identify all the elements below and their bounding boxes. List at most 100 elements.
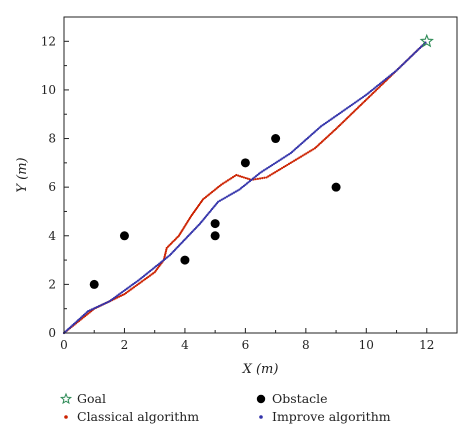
improve-path-point bbox=[141, 275, 144, 279]
classical-path-point bbox=[176, 236, 179, 239]
improve-path-point bbox=[229, 193, 232, 196]
improve-path-point bbox=[192, 229, 195, 232]
classical-path-point bbox=[256, 177, 260, 180]
improve-path-point bbox=[101, 303, 104, 306]
improve-path-point bbox=[111, 298, 114, 301]
classical-path-point bbox=[261, 177, 264, 180]
improve-path-point bbox=[314, 130, 317, 133]
classical-path-point bbox=[325, 136, 328, 139]
obstacle-marker bbox=[210, 219, 220, 229]
improve-path-point bbox=[185, 236, 188, 239]
classical-path-point bbox=[167, 245, 170, 248]
improve-path-point bbox=[402, 62, 405, 65]
classical-path-point bbox=[293, 159, 296, 162]
obstacle-marker bbox=[240, 158, 250, 168]
improve-path-point bbox=[179, 243, 182, 246]
improve-path-point bbox=[181, 240, 185, 243]
improve-path-point bbox=[146, 272, 149, 275]
improve-path-point bbox=[97, 305, 100, 308]
classical-path-point bbox=[164, 250, 168, 253]
classical-path-point bbox=[378, 85, 382, 88]
improve-path-point bbox=[347, 106, 350, 109]
classical-path-point bbox=[206, 194, 209, 197]
classical-path-point bbox=[137, 282, 140, 285]
legend-label: Obstacle bbox=[272, 391, 328, 406]
classical-path-point bbox=[171, 241, 174, 244]
improve-path-point bbox=[244, 183, 247, 186]
improve-path-point bbox=[164, 257, 167, 260]
classical-path-point bbox=[169, 242, 172, 245]
legend-dot-icon bbox=[259, 415, 263, 419]
classical-path-point bbox=[246, 177, 249, 180]
classical-path-point bbox=[126, 290, 129, 293]
improve-path-point bbox=[187, 234, 190, 238]
classical-path-point bbox=[272, 172, 275, 175]
improve-path-point bbox=[106, 301, 109, 304]
classical-path-point bbox=[352, 110, 356, 113]
improve-path-point bbox=[224, 196, 227, 199]
classical-path-point bbox=[344, 118, 347, 121]
classical-path-point bbox=[129, 288, 132, 291]
improve-path-point bbox=[170, 252, 173, 255]
improve-path-point bbox=[167, 255, 170, 258]
classical-path-point bbox=[362, 101, 365, 104]
improve-path-point bbox=[193, 228, 196, 231]
classical-path-point bbox=[145, 276, 148, 280]
classical-path-point bbox=[358, 105, 361, 108]
improve-path-point bbox=[277, 159, 281, 162]
improve-path-point bbox=[340, 110, 344, 113]
legend-item: Goal bbox=[59, 391, 106, 406]
classical-path-point bbox=[212, 189, 215, 192]
classical-path-point bbox=[366, 97, 369, 100]
improve-path-point bbox=[293, 148, 297, 151]
classical-path-point bbox=[322, 139, 325, 142]
improve-path-point bbox=[350, 103, 353, 107]
improve-path-point bbox=[173, 248, 177, 251]
classical-path-point bbox=[313, 147, 317, 150]
improve-path-point bbox=[360, 97, 363, 100]
classical-path-point bbox=[369, 94, 372, 97]
legend-label: Goal bbox=[77, 391, 106, 406]
classical-path-point bbox=[336, 126, 339, 129]
improve-path-point bbox=[372, 87, 375, 90]
improve-path-point bbox=[90, 308, 93, 311]
classical-path-point bbox=[289, 161, 292, 164]
y-tick-label: 10 bbox=[41, 83, 56, 97]
classical-path-point bbox=[329, 132, 332, 136]
improve-path-point bbox=[336, 114, 339, 117]
classical-path-point bbox=[374, 89, 378, 92]
improve-path-point bbox=[306, 136, 310, 139]
classical-path-point bbox=[116, 296, 119, 299]
improve-path-point bbox=[302, 140, 305, 143]
improve-path-point bbox=[124, 288, 127, 291]
legend-label: Classical algorithm bbox=[77, 409, 199, 424]
classical-path-point bbox=[139, 281, 142, 284]
legend-label: Improve algorithm bbox=[272, 409, 391, 424]
classical-path-point bbox=[123, 293, 126, 296]
classical-path-point bbox=[254, 178, 257, 181]
improve-path-point bbox=[135, 280, 138, 283]
improve-path-point bbox=[65, 329, 68, 332]
obstacle-marker bbox=[119, 231, 129, 241]
improve-path-point bbox=[381, 80, 385, 83]
improve-path-point bbox=[269, 164, 272, 168]
improve-path-point bbox=[311, 132, 314, 136]
classical-path-point bbox=[248, 178, 251, 181]
legend-star-icon bbox=[59, 392, 73, 405]
improve-path-point bbox=[152, 267, 155, 270]
improve-path-point bbox=[248, 179, 252, 183]
classical-path-point bbox=[240, 175, 244, 178]
improve-path-point bbox=[291, 150, 294, 153]
improve-path-point bbox=[292, 149, 295, 152]
improve-path-point bbox=[418, 46, 421, 50]
classical-path-point bbox=[291, 160, 294, 163]
classical-path-point bbox=[165, 248, 168, 251]
improve-path-point bbox=[411, 53, 415, 56]
y-tick-label: 2 bbox=[48, 277, 56, 291]
improve-path-point bbox=[109, 299, 113, 302]
improve-path-point bbox=[125, 287, 128, 290]
classical-path-point bbox=[334, 127, 338, 130]
classical-path-point bbox=[326, 135, 329, 138]
classical-path-point bbox=[315, 145, 318, 149]
